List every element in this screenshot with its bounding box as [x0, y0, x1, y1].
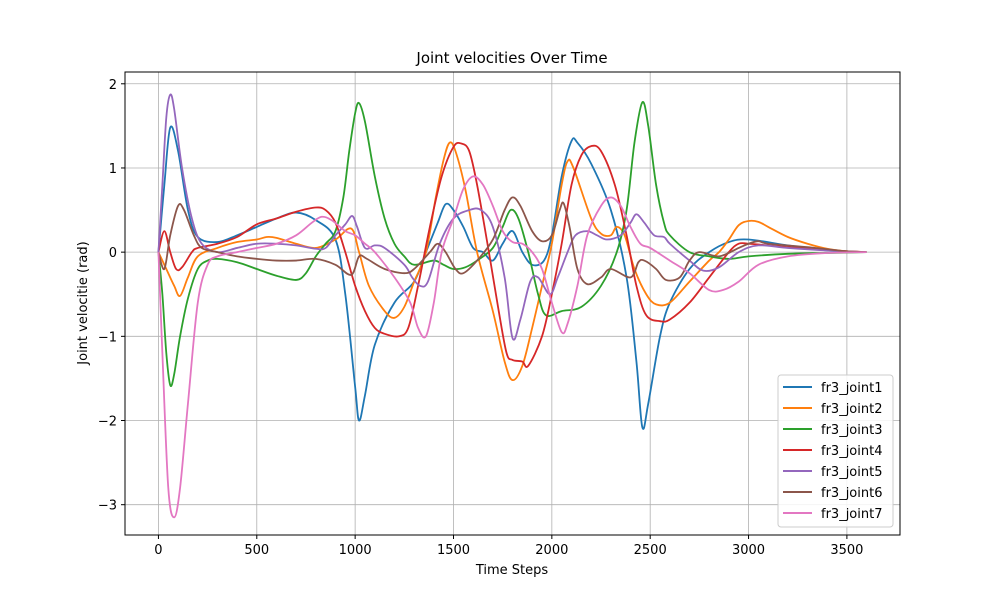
x-tick-label: 3500 [830, 543, 863, 558]
legend-label-fr3_joint2: fr3_joint2 [821, 402, 882, 417]
axis-ticks: 0 500 1000 1500 2000 2500 3000 3500 −3 −2 −1 0 1 2 [98, 78, 864, 558]
legend-label-fr3_joint3: fr3_joint3 [821, 423, 882, 438]
x-tick-label: 500 [244, 543, 269, 558]
x-axis-label: Time Steps [475, 563, 549, 578]
chart-title: Joint velocities Over Time [415, 49, 607, 67]
legend-label-fr3_joint5: fr3_joint5 [821, 465, 882, 480]
y-tick-label: 2 [109, 78, 117, 93]
x-tick-label: 2500 [634, 543, 667, 558]
legend: fr3_joint1 fr3_joint2 fr3_joint3 fr3_joint4… [777, 374, 894, 528]
x-tick-label: 3000 [732, 543, 765, 558]
y-tick-label: 1 [109, 162, 117, 177]
legend-label-fr3_joint1: fr3_joint1 [821, 381, 882, 396]
plot-frame [124, 71, 901, 536]
legend-label-fr3_joint4: fr3_joint4 [821, 444, 882, 459]
legend-label-fr3_joint7: fr3_joint7 [821, 507, 882, 522]
legend-box [777, 374, 894, 528]
series-line-fr3_joint2 [157, 141, 867, 382]
series-line-fr3_joint6 [157, 196, 867, 286]
series-line-fr3_joint5 [157, 93, 867, 341]
plot-lines [157, 93, 867, 519]
series-line-fr3_joint4 [157, 141, 867, 368]
x-tick-label: 0 [154, 543, 162, 558]
x-tick-label: 1000 [339, 543, 372, 558]
y-tick-label: 0 [109, 246, 117, 261]
legend-label-fr3_joint6: fr3_joint6 [821, 486, 882, 501]
series-line-fr3_joint7 [157, 175, 867, 519]
y-tick-label: −2 [98, 415, 117, 430]
series-line-fr3_joint1 [157, 125, 867, 430]
y-axis-label: Joint velocitie (rad) [76, 241, 91, 365]
x-tick-label: 2000 [535, 543, 568, 558]
x-tick-label: 1500 [437, 543, 470, 558]
y-tick-label: −3 [98, 499, 117, 514]
y-tick-label: −1 [98, 330, 117, 345]
legend-items: fr3_joint1 fr3_joint2 fr3_joint3 fr3_joint4… [783, 381, 882, 522]
